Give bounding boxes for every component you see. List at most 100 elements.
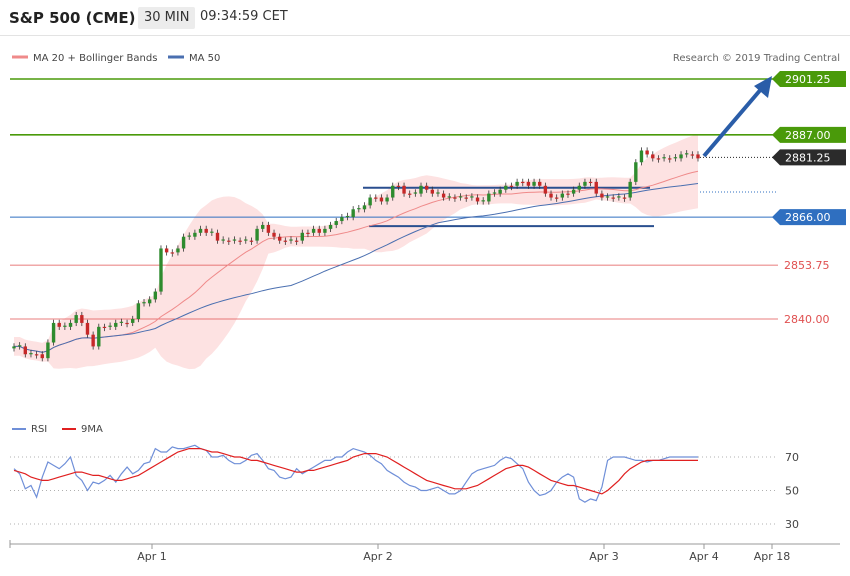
candle-body — [504, 185, 508, 190]
candle — [244, 236, 248, 244]
level-tag-2901.25: 2901.25 — [772, 71, 846, 87]
candle — [266, 221, 271, 236]
candle-body — [153, 291, 158, 300]
x-tick-label: Apr 4 — [689, 550, 719, 563]
candle — [379, 194, 384, 205]
candle-body — [402, 185, 406, 194]
candle — [577, 182, 581, 193]
candle — [498, 186, 502, 197]
candle-body — [29, 353, 33, 355]
candle — [662, 154, 666, 162]
candle-body — [588, 181, 593, 184]
candle-body — [560, 193, 565, 198]
forecast-arrow-head — [754, 76, 772, 98]
candle — [91, 331, 95, 350]
candle-body — [662, 157, 666, 159]
level-tag-text: 2853.75 — [784, 259, 830, 272]
candle-body — [255, 228, 259, 241]
candle-body — [526, 181, 531, 186]
candle — [549, 190, 553, 201]
candle — [102, 323, 107, 332]
candle-body — [51, 322, 56, 343]
forecast-arrow-shaft — [702, 86, 764, 158]
timeframe-badge[interactable]: 30 MIN — [138, 7, 196, 29]
candle — [108, 322, 112, 330]
candle-body — [538, 181, 542, 186]
candle-body — [696, 154, 700, 159]
level-tag-bg — [772, 126, 846, 143]
candle — [294, 237, 299, 245]
candle — [645, 147, 649, 158]
candle — [283, 237, 288, 245]
candle-body — [277, 236, 282, 241]
ma20-legend-label: MA 20 + Bollinger Bands — [33, 53, 157, 64]
candle — [458, 193, 463, 201]
candle-body — [294, 240, 299, 242]
candle-body — [227, 240, 231, 242]
x-tick-label: Apr 3 — [589, 550, 619, 563]
candle — [227, 237, 231, 245]
candle-body — [159, 248, 163, 292]
level-tag-2866.00: 2866.00 — [772, 209, 846, 226]
candle-body — [509, 185, 514, 187]
level-tag-text: 2887.00 — [785, 129, 831, 142]
candle-body — [114, 322, 118, 327]
candle-body — [481, 200, 485, 202]
candle-body — [679, 154, 683, 159]
candle-body — [634, 162, 638, 182]
candle — [187, 232, 191, 240]
level-tag-bg — [772, 209, 846, 226]
rsi-tick-30: 30 — [785, 518, 799, 531]
candle — [656, 155, 661, 163]
candle — [12, 343, 16, 352]
candle-body — [385, 197, 389, 202]
candle — [23, 343, 28, 358]
candle — [362, 202, 367, 213]
level-tag-2840.00: 2840.00 — [784, 313, 830, 326]
candle-body — [136, 303, 141, 319]
candle-body — [475, 197, 480, 202]
candle — [357, 204, 361, 213]
candle — [51, 319, 56, 346]
candle-body — [328, 224, 333, 229]
candle-body — [215, 232, 220, 241]
level-tag-bg — [772, 71, 846, 87]
candle — [566, 190, 570, 198]
candle-body — [554, 197, 559, 199]
candle-body — [63, 325, 67, 327]
candle — [159, 245, 163, 295]
x-axis: Apr 1 Apr 2 Apr 3 Apr 4 Apr 18 — [9, 540, 840, 563]
candle — [481, 197, 485, 205]
candle — [560, 190, 565, 201]
candle — [289, 236, 293, 244]
candle-body — [639, 150, 644, 163]
ma50-legend-label: MA 50 — [189, 53, 220, 64]
candle-body — [97, 326, 101, 347]
candle-body — [57, 322, 61, 327]
candle — [40, 351, 44, 362]
candle — [114, 319, 118, 330]
symbol-title: S&P 500 (CME) — [9, 9, 136, 27]
candle — [515, 178, 519, 189]
candle-body — [266, 224, 271, 233]
candle-body — [571, 189, 576, 194]
candle-body — [453, 197, 457, 199]
candle — [396, 182, 401, 191]
candle-body — [458, 196, 463, 198]
x-tick-label: Apr 2 — [363, 550, 393, 563]
candle-body — [656, 158, 661, 160]
candle — [617, 193, 621, 201]
candle — [611, 194, 615, 202]
ma50-line — [14, 183, 699, 353]
candle — [255, 225, 259, 244]
candle-body — [396, 185, 401, 187]
candle — [345, 212, 350, 221]
candle — [385, 194, 389, 205]
candle — [198, 225, 203, 236]
candle — [300, 229, 304, 244]
candle — [475, 194, 480, 205]
candle-body — [651, 154, 655, 159]
candle-body — [441, 193, 446, 198]
rsi9-legend-label: 9MA — [81, 424, 103, 435]
candle — [374, 194, 378, 202]
